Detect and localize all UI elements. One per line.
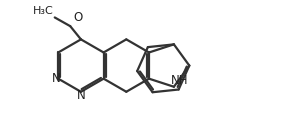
Text: N: N	[77, 89, 85, 102]
Text: O: O	[74, 11, 83, 24]
Text: NH: NH	[171, 74, 188, 87]
Text: H₃C: H₃C	[32, 6, 53, 17]
Text: N: N	[52, 72, 60, 85]
